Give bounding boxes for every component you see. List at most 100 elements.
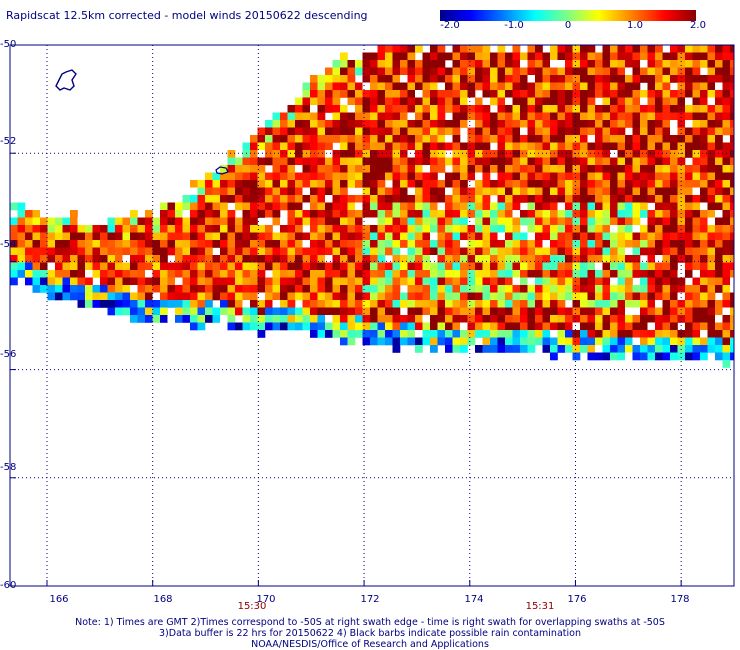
swath-cell bbox=[602, 345, 611, 353]
swath-cell bbox=[700, 142, 708, 151]
swath-cell bbox=[377, 262, 386, 271]
swath-cell bbox=[602, 262, 611, 271]
swath-cell bbox=[100, 232, 108, 241]
swath-cell bbox=[565, 345, 573, 353]
swath-cell bbox=[400, 270, 408, 278]
swath-cell bbox=[670, 322, 678, 331]
swath-cell bbox=[617, 187, 626, 196]
swath-cell bbox=[422, 202, 431, 211]
swath-cell bbox=[227, 240, 236, 248]
swath-cell bbox=[422, 232, 431, 241]
swath-cell bbox=[490, 187, 498, 196]
swath-cell bbox=[310, 135, 318, 143]
swath-cell bbox=[190, 315, 198, 323]
swath-cell bbox=[520, 127, 528, 135]
swath-cell bbox=[527, 300, 536, 308]
swath-cell bbox=[475, 307, 483, 316]
swath-cell bbox=[347, 232, 356, 241]
swath-cell bbox=[347, 292, 356, 301]
swath-cell bbox=[10, 217, 18, 226]
swath-cell bbox=[467, 270, 476, 278]
swath-cell bbox=[422, 97, 431, 106]
swath-cell bbox=[707, 60, 716, 68]
swath-cell bbox=[527, 127, 536, 136]
swath-cell bbox=[452, 82, 461, 91]
swath-cell bbox=[460, 150, 468, 158]
swath-cell bbox=[242, 142, 251, 151]
swath-cell bbox=[677, 172, 686, 181]
swath-cell bbox=[662, 105, 671, 113]
swath-cell bbox=[152, 232, 161, 241]
swath-cell bbox=[55, 240, 63, 248]
swath-cell bbox=[520, 232, 528, 241]
swath-cell bbox=[527, 322, 536, 331]
swath-cell bbox=[17, 255, 26, 263]
swath-cell bbox=[362, 255, 371, 263]
swath-cell bbox=[445, 225, 453, 233]
swath-cell bbox=[317, 90, 326, 98]
swath-cell bbox=[655, 277, 663, 286]
swath-cell bbox=[685, 225, 693, 233]
swath-cell bbox=[490, 180, 498, 188]
swath-cell bbox=[512, 300, 521, 308]
swath-cell bbox=[707, 277, 716, 286]
grid-lines bbox=[10, 45, 734, 586]
swath-cell bbox=[55, 292, 63, 301]
time-label: 15:31 bbox=[525, 601, 555, 612]
swath-cell bbox=[250, 225, 258, 233]
swath-cell bbox=[550, 45, 558, 53]
swath-cell bbox=[670, 210, 678, 218]
swath-cell bbox=[422, 262, 431, 271]
swath-cell bbox=[722, 292, 731, 301]
swath-cell bbox=[182, 300, 191, 308]
swath-cell bbox=[325, 202, 333, 211]
swath-cell bbox=[115, 277, 123, 286]
swath-cell bbox=[692, 270, 700, 278]
swath-cell bbox=[685, 45, 693, 53]
swath-cell bbox=[220, 307, 228, 316]
swath-cell bbox=[317, 120, 326, 128]
swath-cell bbox=[602, 330, 611, 338]
swath-cell bbox=[715, 217, 723, 226]
swath-cell bbox=[392, 75, 401, 83]
swath-cell bbox=[77, 247, 86, 256]
swath-cell bbox=[655, 142, 663, 151]
swath-cell bbox=[385, 45, 393, 53]
swath-cell bbox=[572, 247, 581, 256]
swath-cell bbox=[212, 262, 221, 271]
swath-cell bbox=[715, 60, 723, 68]
swath-cell bbox=[595, 105, 603, 113]
swath-cell bbox=[482, 232, 491, 241]
swath-cell bbox=[632, 172, 641, 181]
swath-cell bbox=[730, 315, 734, 323]
swath-cell bbox=[205, 247, 213, 256]
swath-cell bbox=[640, 165, 648, 173]
swath-cell bbox=[647, 90, 656, 98]
swath-cell bbox=[265, 120, 273, 128]
swath-cell bbox=[602, 90, 611, 98]
swath-cell bbox=[235, 217, 243, 226]
swath-cell bbox=[692, 90, 701, 98]
swath-cell bbox=[212, 292, 221, 301]
swath-cell bbox=[340, 52, 348, 61]
swath-cell bbox=[557, 82, 566, 91]
swath-cell bbox=[520, 180, 528, 188]
swath-cell bbox=[572, 187, 581, 196]
swath-cell bbox=[437, 60, 446, 68]
swath-cell bbox=[407, 285, 416, 293]
swath-cell bbox=[452, 277, 461, 286]
swath-cell bbox=[280, 255, 288, 263]
swath-cell bbox=[670, 352, 678, 361]
swath-cell bbox=[130, 315, 138, 323]
swath-cell bbox=[197, 277, 206, 286]
swath-cell bbox=[25, 225, 33, 233]
swath-cell bbox=[520, 195, 528, 203]
swath-cell bbox=[167, 270, 176, 278]
swath-cell bbox=[610, 292, 618, 301]
swath-cell bbox=[542, 330, 551, 338]
swath-cell bbox=[707, 195, 716, 203]
swath-cell bbox=[512, 97, 521, 106]
swath-cell bbox=[340, 300, 348, 308]
plot-title: Rapidscat 12.5km corrected - model winds… bbox=[6, 9, 368, 22]
swath-cell bbox=[407, 180, 416, 188]
